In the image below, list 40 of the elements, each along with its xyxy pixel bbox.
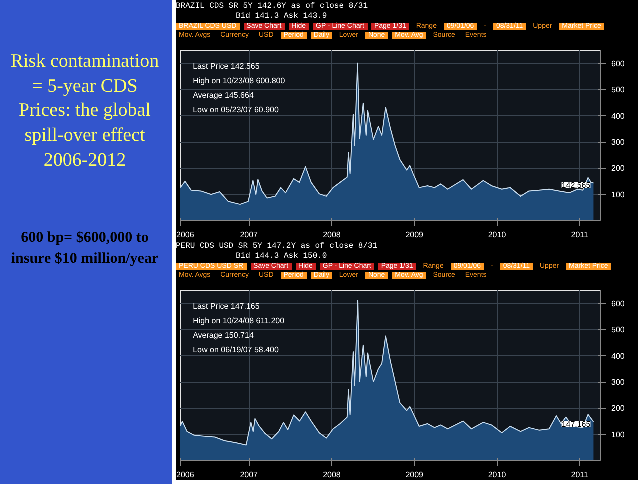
annotation: Average 145.664: [193, 90, 254, 100]
x-tick-label: 2008: [323, 470, 342, 480]
chart-subtitle: Bid 141.3 Ask 143.9: [235, 12, 328, 22]
x-tick-label: 2008: [323, 230, 342, 240]
annotation: 147.165: [562, 420, 592, 430]
y-tick-label: 300: [612, 138, 626, 148]
y-tick-label: 300: [612, 378, 626, 388]
x-tick-label: 2006: [176, 230, 195, 240]
x-tick-label: 2009: [406, 470, 424, 480]
y-tick-label: 200: [612, 164, 626, 174]
annotation: Last Price 142.565: [193, 62, 260, 71]
x-tick-label: 2010: [488, 470, 507, 480]
y-tick-label: 600: [612, 60, 626, 69]
annotation: High on 10/23/08 600.800: [193, 76, 286, 86]
y-tick-label: 100: [612, 430, 626, 440]
chart-title: PERU CDS USD SR 5Y 147.2Y as of close 8/31: [176, 242, 379, 252]
annotation: Last Price 147.165: [193, 302, 260, 311]
x-tick-label: 2007: [240, 230, 259, 240]
x-tick-label: 2006: [176, 470, 195, 480]
y-tick-label: 600: [612, 300, 626, 309]
x-tick-label: 2007: [240, 470, 259, 480]
annotation: High on 10/24/08 611.200: [193, 316, 286, 326]
annotation: Low on 05/23/07 60.900: [193, 105, 280, 114]
y-tick-label: 400: [612, 112, 626, 121]
x-tick-label: 2009: [406, 230, 424, 240]
y-tick-label: 100: [612, 190, 626, 200]
y-tick-label: 400: [612, 352, 626, 361]
annotation: Average 150.714: [193, 330, 254, 340]
annotation: Low on 06/19/07 58.400: [193, 345, 280, 354]
y-tick-label: 500: [612, 86, 626, 95]
x-tick-label: 2011: [571, 230, 590, 240]
y-tick-label: 200: [612, 404, 626, 414]
x-tick-label: 2010: [488, 230, 507, 240]
chart-title: BRAZIL CDS SR 5Y 142.6Y as of close 8/31: [176, 2, 370, 12]
x-tick-label: 2011: [571, 470, 590, 480]
text: Risk contamination = 5-year CDS Prices: the global spill-over effect 2006-2012: [10, 50, 160, 173]
text: 600 bp= $600,000 to insure $10 million/year: [10, 229, 160, 269]
y-tick-label: 500: [612, 326, 626, 335]
chart-subtitle: Bid 144.3 Ask 150.0: [235, 252, 328, 262]
annotation: 142.565: [562, 181, 592, 190]
